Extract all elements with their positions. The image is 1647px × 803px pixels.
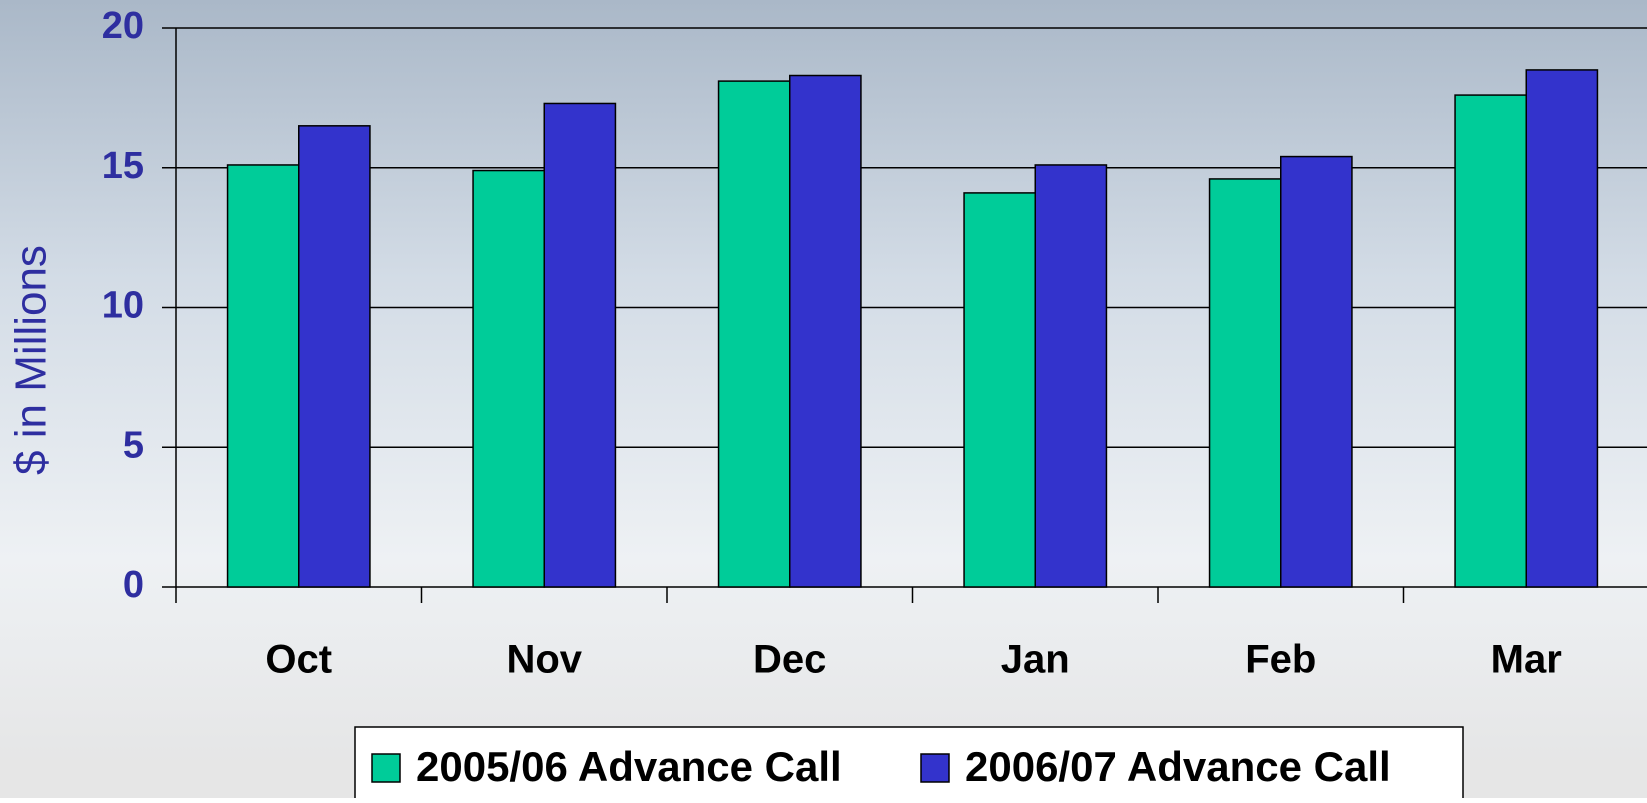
x-tick-label: Nov [506, 638, 582, 682]
bar [298, 125, 371, 588]
legend-box [354, 726, 1464, 803]
y-tick-label: 15 [102, 145, 144, 187]
bar [1280, 155, 1353, 588]
bar [1208, 178, 1282, 588]
y-tick-label: 5 [123, 424, 144, 466]
bar [1034, 164, 1108, 588]
bar [717, 80, 791, 588]
legend-label: 2006/07 Advance Call [965, 743, 1391, 790]
bar [543, 102, 617, 588]
bar [226, 164, 300, 588]
bar [789, 74, 862, 588]
bar [472, 169, 545, 588]
y-tick-label: 0 [123, 564, 144, 606]
y-axis-label: $ in Millions [7, 245, 56, 475]
x-tick-label: Jan [1001, 638, 1070, 682]
bar [963, 192, 1036, 588]
x-tick-label: Feb [1245, 638, 1316, 682]
legend-swatch [920, 753, 950, 783]
legend-label: 2005/06 Advance Call [416, 743, 842, 790]
bar [1454, 94, 1528, 588]
x-tick-label: Mar [1491, 638, 1562, 682]
bar [1525, 69, 1599, 588]
y-tick-label: 20 [102, 5, 144, 47]
y-tick-label: 10 [102, 285, 144, 327]
x-tick-label: Dec [753, 638, 826, 682]
legend-swatch [371, 753, 401, 783]
x-tick-label: Oct [265, 638, 332, 682]
